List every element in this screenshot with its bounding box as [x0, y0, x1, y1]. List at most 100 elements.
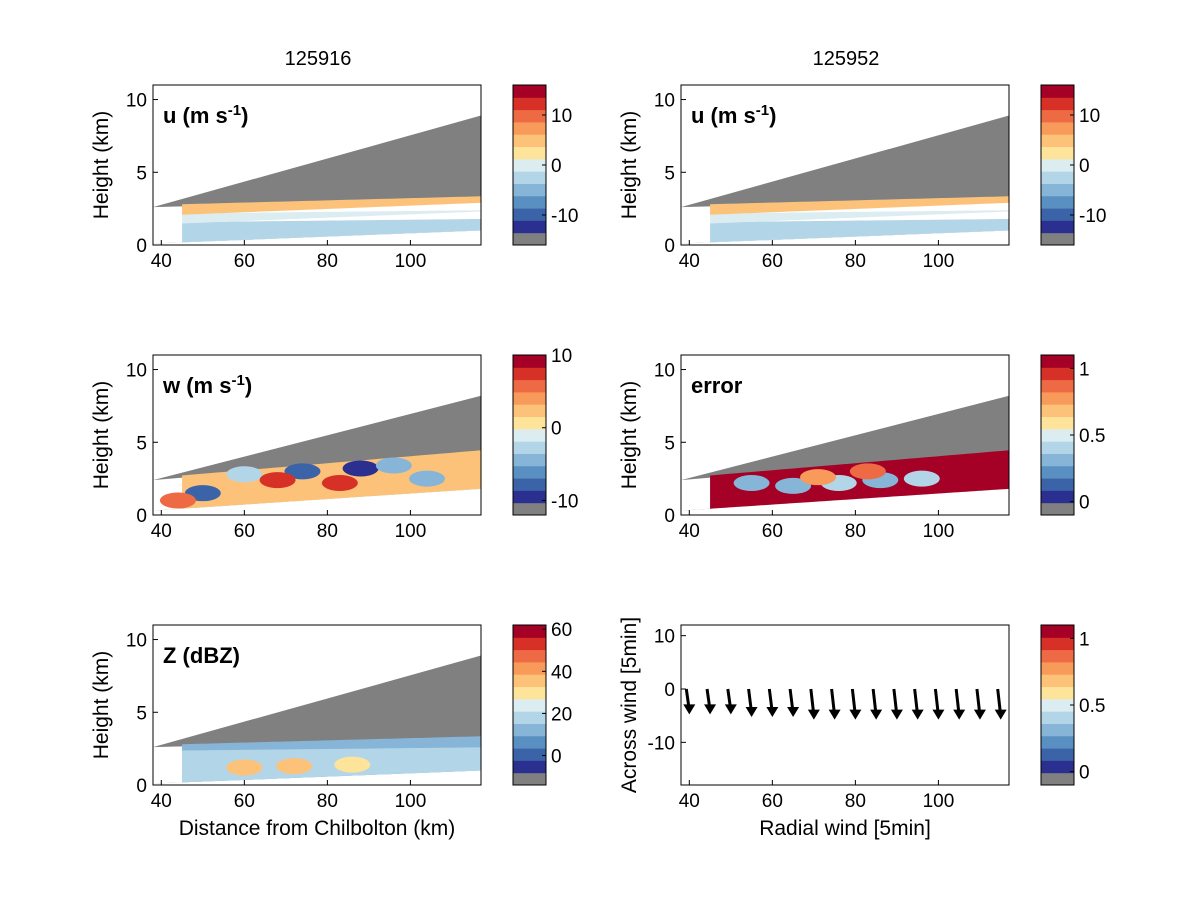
field-feature [375, 457, 412, 474]
colorbar-tick-label: 0 [551, 156, 562, 177]
panel-label: u (m s-1) [691, 102, 776, 128]
x-tick-label: 40 [151, 791, 172, 812]
colorbar-segment [513, 379, 546, 393]
colorbar: 10 0 -10 [1040, 84, 1106, 246]
colorbar-tick-label: 1 [1079, 629, 1090, 650]
x-tick-label: 60 [762, 791, 783, 812]
colorbar-tick-label: 20 [551, 704, 572, 725]
x-tick-label: 80 [317, 251, 338, 272]
x-tick-label: 40 [679, 791, 700, 812]
colorbar-segment [513, 158, 546, 172]
wind-arrow-head [973, 709, 986, 720]
field-feature [733, 475, 770, 491]
colorbar-segment [1041, 134, 1074, 148]
colorbar-segment [1041, 416, 1074, 430]
colorbar-segment [513, 404, 546, 418]
colorbar: 10 0 -10 [512, 84, 578, 246]
colorbar-segment [513, 220, 546, 234]
y-axis-label: Across wind [5min] [618, 617, 641, 793]
x-tick-label: 60 [762, 251, 783, 272]
x-tick-label: 60 [234, 251, 255, 272]
colorbar-segment [1041, 698, 1074, 712]
field-layer [710, 210, 1009, 224]
x-tick-label: 100 [395, 521, 427, 542]
y-tick-label: -10 [648, 733, 675, 754]
y-axis-label: Height (km) [618, 111, 641, 220]
colorbar-segment [1041, 661, 1074, 675]
y-tick-label: 0 [136, 506, 147, 527]
y-tick-label: 10 [654, 627, 675, 648]
panel-Z: 40 60 80 100 0 5 10 Height (km) Distance from Ch… [90, 620, 572, 840]
colorbar-segment [513, 637, 546, 651]
colorbar-segment [513, 428, 546, 442]
field-feature [259, 472, 296, 489]
y-tick-label: 0 [664, 236, 675, 257]
colorbar-tick-label: 0 [551, 419, 562, 440]
colorbar: 60 40 20 0 [512, 620, 572, 786]
colorbar-segment [513, 441, 546, 454]
y-axis-label: Height (km) [90, 651, 113, 760]
plot-area [681, 395, 1009, 511]
colorbar-tick-label: -10 [551, 491, 578, 512]
field-feature [342, 460, 379, 477]
colorbar-segment [1041, 711, 1074, 724]
colorbar-segment [1041, 171, 1074, 184]
axes-frame [152, 84, 482, 246]
x-tick-label: 60 [234, 791, 255, 812]
y-tick-label: 5 [664, 433, 675, 454]
wind-arrow-head [911, 709, 924, 720]
y-tick-label: 0 [664, 680, 675, 701]
colorbar-tick-label: 40 [551, 662, 572, 683]
colorbar-tick-label: 60 [551, 620, 572, 641]
wind-arrow-head [994, 709, 1007, 720]
wind-arrow-head [787, 707, 800, 717]
y-tick-label: 10 [126, 361, 147, 382]
field-feature [849, 463, 886, 480]
colorbar-segment [1041, 379, 1074, 393]
colorbar-segment [1041, 208, 1074, 221]
colorbar-segment [513, 772, 546, 786]
colorbar-segment [513, 760, 546, 774]
y-tick-label: 5 [664, 163, 675, 184]
x-tick-label: 100 [923, 251, 955, 272]
colorbar-tick-label: 10 [551, 346, 572, 367]
colorbar-segment [1041, 674, 1074, 688]
colorbar-segment [513, 367, 546, 381]
panel-label-end: ) [241, 103, 248, 128]
x-tick-label: 80 [845, 251, 866, 272]
x-tick-label: 80 [845, 521, 866, 542]
x-tick-label: 40 [679, 521, 700, 542]
colorbar-segment [1041, 465, 1074, 479]
y-tick-label: 10 [654, 361, 675, 382]
panel-label-end: ) [769, 103, 776, 128]
field-feature [334, 756, 371, 773]
colorbar-tick-label: -10 [1079, 206, 1106, 227]
colorbar-segment [1041, 735, 1074, 749]
colorbar-segment [1041, 183, 1074, 197]
colorbar-frame [512, 624, 547, 786]
panel-label-end: ) [245, 373, 252, 398]
y-axis-label: Height (km) [90, 381, 113, 490]
wind-arrow-head [828, 709, 841, 720]
field-feature [284, 463, 321, 480]
field-layer [710, 218, 1009, 243]
colorbar-segment [513, 661, 546, 675]
y-tick-label: 0 [136, 776, 147, 797]
colorbar-segment [1041, 158, 1074, 172]
colorbar: 10.50 [1040, 624, 1105, 786]
colorbar-segment [513, 109, 546, 123]
colorbar: 10 0 -10 [512, 346, 578, 516]
panel-label: w (m s-1) [162, 372, 252, 398]
colorbar-tick-label: 0.5 [1079, 426, 1105, 447]
colorbar-segment [513, 698, 546, 712]
x-tick-label: 60 [234, 521, 255, 542]
colorbar-segment [513, 171, 546, 184]
wind-arrow-head [890, 709, 903, 720]
x-tick-label: 80 [845, 791, 866, 812]
x-axis-label: Radial wind [5min] [759, 817, 931, 840]
wind-arrow-head [849, 709, 862, 720]
field-feature [321, 475, 358, 491]
colorbar-segment [1041, 478, 1074, 491]
